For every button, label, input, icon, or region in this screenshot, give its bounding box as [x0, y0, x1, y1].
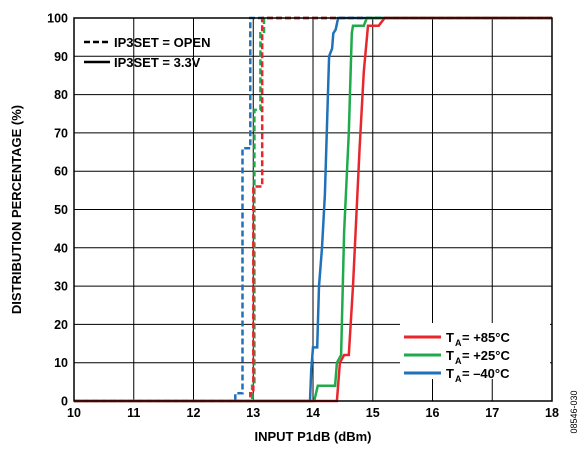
- x-tick-label: 14: [306, 406, 320, 420]
- color-legend-label-main: T: [446, 348, 454, 363]
- y-tick-label: 100: [47, 12, 68, 26]
- color-legend-label-value: = –40°C: [462, 366, 510, 381]
- y-tick-label: 10: [54, 356, 68, 370]
- x-tick-label: 10: [67, 406, 81, 420]
- y-tick-label: 90: [54, 50, 68, 64]
- x-tick-label: 17: [485, 406, 499, 420]
- x-tick-label: 13: [246, 406, 260, 420]
- y-tick-label: 0: [61, 395, 68, 409]
- x-tick-label: 16: [426, 406, 440, 420]
- style-legend: IP3SET = OPEN IP3SET = 3.3V: [84, 35, 210, 70]
- y-tick-label: 20: [54, 318, 68, 332]
- grid: [73, 17, 553, 402]
- style-legend-label: IP3SET = OPEN: [114, 35, 210, 50]
- x-tick-label: 18: [545, 406, 559, 420]
- color-legend-label-value: = +85°C: [462, 330, 510, 345]
- y-tick-label: 40: [54, 241, 68, 255]
- x-axis-title: INPUT P1dB (dBm): [255, 429, 372, 444]
- y-tick-label: 70: [54, 126, 68, 140]
- color-legend-label-value: = +25°C: [462, 348, 510, 363]
- plot-frame: [73, 17, 553, 402]
- series-line-dashed-2: [74, 16, 552, 403]
- x-tick-label: 12: [187, 406, 201, 420]
- y-tick-label: 60: [54, 165, 68, 179]
- color-legend-box: [400, 323, 550, 379]
- color-legend-label-sub: A: [455, 338, 462, 348]
- series-line-solid-3: [74, 16, 552, 403]
- figure-id: 08546-030: [569, 390, 579, 433]
- y-tick-label: 80: [54, 88, 68, 102]
- y-tick-label: 50: [54, 203, 68, 217]
- series-line-dashed-0: [74, 16, 552, 403]
- series-lines: [74, 16, 552, 403]
- color-legend-label-sub: A: [455, 356, 462, 366]
- style-legend-label: IP3SET = 3.3V: [114, 55, 201, 70]
- color-legend-label-sub: A: [455, 374, 462, 384]
- y-tick-label: 30: [54, 280, 68, 294]
- series-line-solid-4: [74, 16, 552, 403]
- y-axis-title: DISTRIBUTION PERCENTAGE (%): [9, 105, 24, 314]
- color-legend-label-main: T: [446, 330, 454, 345]
- color-legend-label-main: T: [446, 366, 454, 381]
- x-tick-label: 11: [127, 406, 140, 420]
- series-line-solid-5: [74, 16, 552, 403]
- x-tick-label: 15: [366, 406, 380, 420]
